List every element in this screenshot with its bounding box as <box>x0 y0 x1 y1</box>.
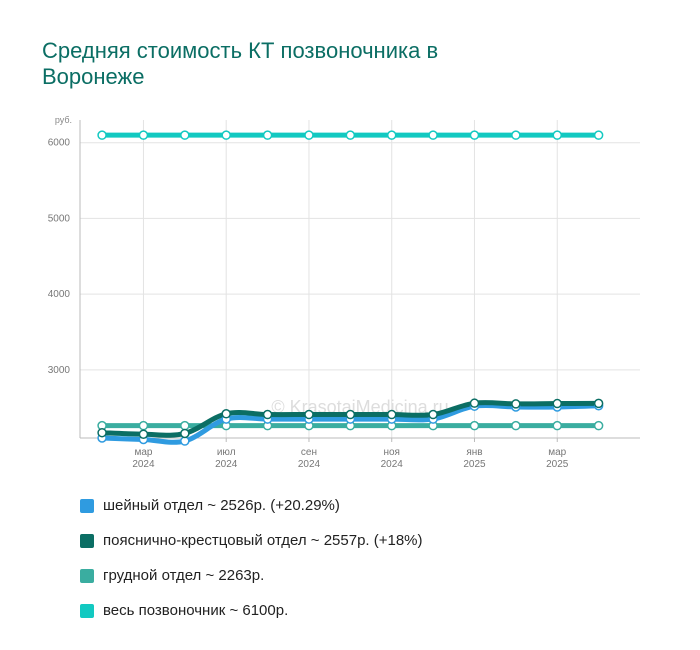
x-tick-label: ноя <box>383 447 400 458</box>
data-point <box>138 429 149 439</box>
data-point <box>97 427 107 438</box>
data-point <box>386 409 397 420</box>
data-point <box>138 420 149 431</box>
chart-title: Средняя стоимость КТ позвоночника в Воро… <box>42 38 439 89</box>
data-point <box>262 409 273 420</box>
legend-item[interactable]: шейный отдел ~ 2526р. (+20.29%) <box>80 488 423 523</box>
x-tick-year: 2024 <box>215 459 238 470</box>
data-point <box>511 130 521 140</box>
y-tick-label: 3000 <box>48 365 71 376</box>
data-point <box>593 398 604 409</box>
data-point <box>138 130 149 140</box>
data-point <box>511 420 521 431</box>
data-point <box>262 130 273 140</box>
legend-item[interactable]: весь позвоночник ~ 6100р. <box>80 593 423 628</box>
data-point <box>345 130 356 140</box>
legend-label: грудной отдел ~ 2263р. <box>103 567 265 584</box>
x-tick-label: мар <box>134 447 152 458</box>
data-point <box>469 398 480 408</box>
data-point <box>428 409 438 420</box>
data-point <box>304 409 314 420</box>
data-point <box>180 436 190 446</box>
legend-swatch <box>80 568 94 583</box>
x-tick-label: мар <box>548 447 566 458</box>
legend-label: весь позвоночник ~ 6100р. <box>103 602 289 619</box>
data-point <box>552 420 562 431</box>
legend-item[interactable]: пояснично-крестцовый отдел ~ 2557р. (+18… <box>80 523 423 558</box>
data-point <box>552 398 562 409</box>
x-tick-year: 2025 <box>463 459 486 470</box>
axes: 3000400050006000руб.мар2024июл2024сен202… <box>48 115 640 470</box>
x-tick-year: 2024 <box>381 459 404 470</box>
y-unit-label: руб. <box>55 115 72 125</box>
data-point <box>593 130 604 140</box>
data-point <box>552 130 562 140</box>
legend-label: шейный отдел ~ 2526р. (+20.29%) <box>103 497 340 514</box>
data-point <box>511 399 521 409</box>
data-point <box>469 130 480 140</box>
y-tick-label: 5000 <box>48 213 71 224</box>
data-point <box>469 420 480 431</box>
legend-swatch <box>80 533 94 548</box>
x-tick-label: янв <box>466 447 482 458</box>
data-point <box>180 130 190 140</box>
data-point <box>304 130 314 140</box>
data-point <box>221 409 231 419</box>
x-tick-label: июл <box>217 447 236 458</box>
data-point <box>428 130 438 140</box>
line-chart: 3000400050006000руб.мар2024июл2024сен202… <box>48 115 640 470</box>
y-tick-label: 4000 <box>48 289 71 300</box>
data-point <box>180 420 190 431</box>
data-point <box>180 428 190 439</box>
legend-swatch <box>80 498 94 513</box>
x-tick-year: 2024 <box>132 459 155 470</box>
legend-item[interactable]: грудной отдел ~ 2263р. <box>80 558 423 593</box>
data-point <box>97 130 107 140</box>
grid <box>80 120 640 438</box>
x-tick-year: 2024 <box>298 459 321 470</box>
data-point <box>386 130 397 140</box>
legend-label: пояснично-крестцовый отдел ~ 2557р. (+18… <box>103 532 423 549</box>
data-point <box>221 130 231 140</box>
data-point <box>593 420 604 431</box>
legend: шейный отдел ~ 2526р. (+20.29%) поясничн… <box>80 488 423 628</box>
legend-swatch <box>80 603 94 618</box>
data-point <box>345 409 356 420</box>
y-tick-label: 6000 <box>48 138 71 149</box>
x-tick-year: 2025 <box>546 459 569 470</box>
x-tick-label: сен <box>301 447 317 458</box>
series-points <box>97 130 604 446</box>
watermark-text: © KrasotaiMedicina.ru <box>271 397 448 417</box>
